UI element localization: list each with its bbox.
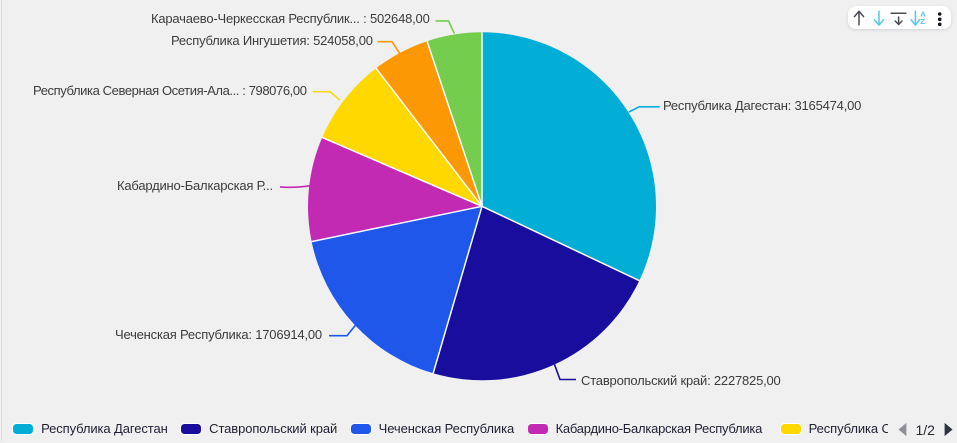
svg-text:A: A [920,10,926,19]
svg-text:Z: Z [920,17,925,26]
